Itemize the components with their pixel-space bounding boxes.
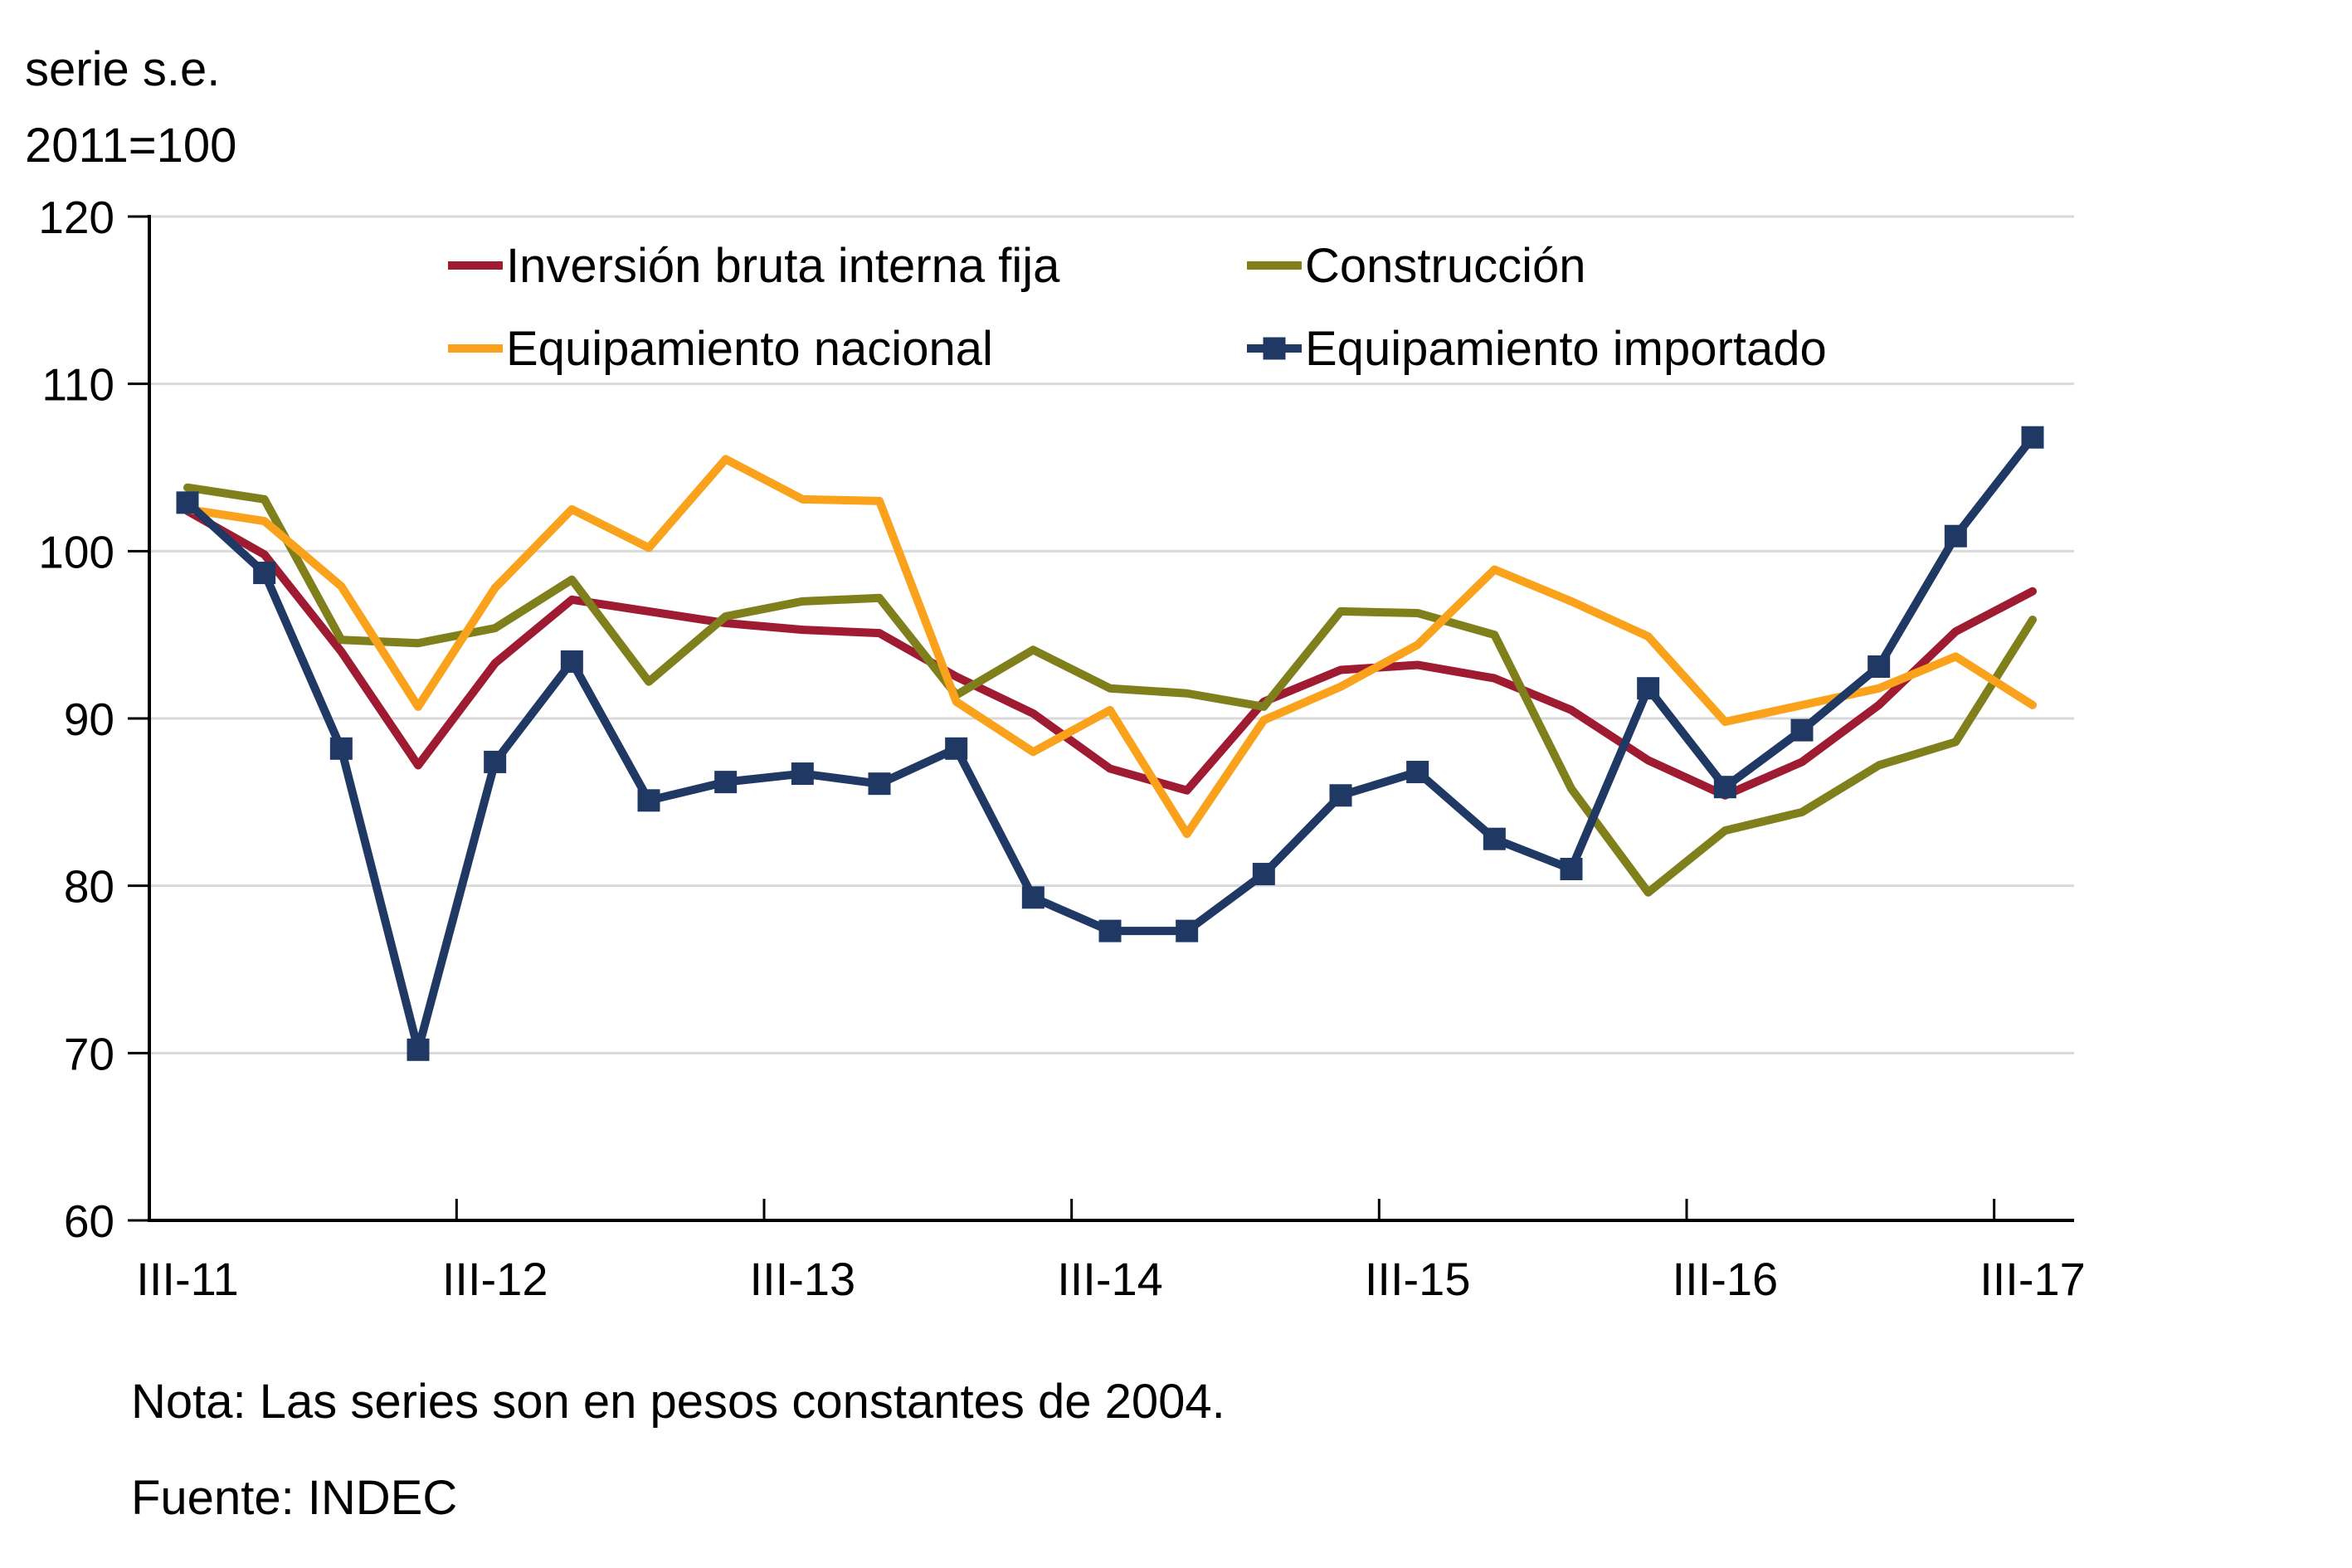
svg-text:III-11: III-11 [136, 1253, 238, 1305]
svg-text:120: 120 [38, 192, 114, 243]
legend-label: Inversión bruta interna fija [506, 238, 1060, 293]
legend-item-inversion-bruta-interna-fija: Inversión bruta interna fija [448, 238, 1060, 293]
legend-line-swatch-red [448, 261, 503, 270]
svg-text:III-17: III-17 [1979, 1253, 2086, 1305]
legend-square-marker [1263, 337, 1286, 360]
svg-text:III-16: III-16 [1673, 1253, 1779, 1305]
svg-text:III-12: III-12 [442, 1253, 548, 1305]
svg-text:100: 100 [38, 526, 114, 577]
legend-label: Construcción [1305, 238, 1586, 293]
legend-item-construccion: Construcción [1247, 238, 1586, 293]
legend-label: Equipamiento nacional [506, 321, 993, 376]
legend-line-swatch-olive [1247, 261, 1302, 270]
svg-text:60: 60 [64, 1195, 114, 1247]
chart-title-line2: 2011=100 [25, 119, 237, 173]
legend-line-swatch-navy [1247, 337, 1302, 360]
svg-text:70: 70 [64, 1028, 114, 1079]
note-text: Nota: Las series son en pesos constantes… [131, 1375, 1225, 1429]
svg-text:80: 80 [64, 861, 114, 913]
legend-item-equipamiento-nacional: Equipamiento nacional [448, 321, 993, 376]
chart-title-line1: serie s.e. [25, 42, 221, 96]
legend-item-equipamiento-importado: Equipamiento importado [1247, 321, 1827, 376]
chart-notes: Nota: Las series son en pesos constantes… [131, 1354, 1225, 1546]
legend-label: Equipamiento importado [1305, 321, 1827, 376]
svg-text:110: 110 [41, 359, 114, 411]
svg-text:III-14: III-14 [1057, 1253, 1163, 1305]
chart-title: serie s.e. 2011=100 [25, 32, 236, 184]
svg-text:III-13: III-13 [750, 1253, 856, 1305]
svg-text:III-15: III-15 [1365, 1253, 1471, 1305]
svg-text:90: 90 [64, 694, 114, 745]
legend-line-swatch-orange [448, 344, 503, 353]
source-text: Fuente: INDEC [131, 1471, 458, 1525]
